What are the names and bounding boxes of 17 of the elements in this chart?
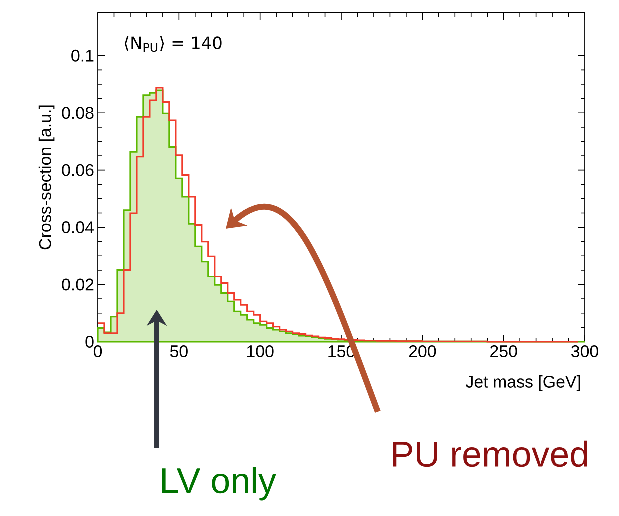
y-tick-label: 0.08	[62, 107, 94, 120]
y-tick-label: 0.02	[62, 278, 94, 291]
text: PU removed	[393, 440, 588, 468]
y-axis-title: Cross-section [a.u.]	[38, 106, 55, 250]
y-tick-label: 0.1	[72, 50, 94, 62]
x-tick-label: 300	[572, 346, 598, 358]
x-axis-title: Jet mass [GeV]	[466, 376, 580, 392]
y-tick-label: 0.06	[62, 164, 94, 176]
text: LV only	[162, 467, 276, 501]
annotation: ⟨N$_{PU}$⟩ = 140	[124, 36, 222, 52]
x-tick-label: 100	[248, 346, 274, 358]
y-tick-label: 0.04	[62, 222, 94, 234]
x-tick-label: 250	[490, 346, 518, 358]
y-tick-label: 0	[86, 336, 94, 348]
x-tick-label: 0	[94, 346, 102, 358]
x-tick-label: 50	[170, 346, 188, 358]
x-tick-label: 200	[409, 346, 436, 358]
